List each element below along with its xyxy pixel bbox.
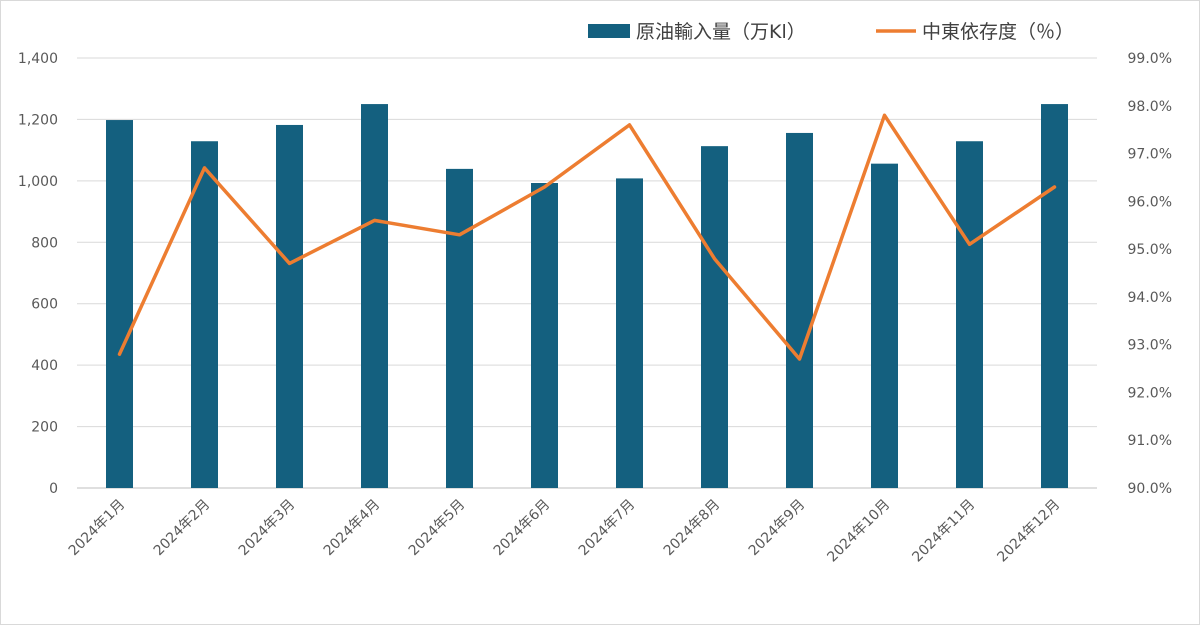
y-left-tick-label: 0 bbox=[49, 481, 58, 497]
legend: 原油輸入量（万Kl） 中東依存度（％） bbox=[588, 21, 1074, 43]
gridlines bbox=[77, 57, 1097, 489]
bar bbox=[871, 163, 898, 488]
bar bbox=[786, 132, 813, 488]
y-left-tick-label: 600 bbox=[31, 297, 58, 313]
line-point bbox=[458, 233, 461, 237]
y-left-tick-label: 800 bbox=[31, 235, 58, 251]
line-point bbox=[1053, 185, 1056, 189]
line-point bbox=[883, 113, 886, 117]
y-right-tick-label: 99.0% bbox=[1128, 51, 1172, 67]
bar bbox=[531, 183, 558, 488]
y-right-tick-label: 91.0% bbox=[1128, 433, 1172, 449]
line-series-path bbox=[117, 113, 1057, 361]
line-point bbox=[288, 261, 291, 265]
legend-label-line: 中東依存度（％） bbox=[922, 21, 1074, 43]
y-right-tick-label: 98.0% bbox=[1128, 99, 1172, 115]
bar bbox=[1041, 104, 1068, 489]
y-right-tick-label: 94.0% bbox=[1128, 290, 1172, 306]
bar bbox=[276, 124, 303, 488]
y-left-tick-label: 1,400 bbox=[18, 51, 58, 67]
y-right-tick-label: 93.0% bbox=[1128, 338, 1172, 354]
y-left-tick-label: 200 bbox=[31, 420, 58, 436]
y-left-tick-label: 1,000 bbox=[18, 174, 58, 190]
y-left-tick-label: 400 bbox=[31, 358, 58, 374]
y-right-tick-label: 96.0% bbox=[1128, 194, 1172, 210]
right-axis: 90.0% 91.0% 92.0% 93.0% 94.0% 95.0% 96.0% 97.0%… bbox=[1128, 51, 1172, 497]
bar bbox=[106, 120, 133, 489]
bar bbox=[191, 141, 218, 488]
line-point bbox=[373, 218, 376, 222]
left-axis: 0 200 400 600 800 1,000 1,200 1,400 bbox=[18, 51, 58, 497]
bar bbox=[701, 146, 728, 488]
line-point bbox=[713, 257, 716, 261]
y-right-tick-label: 92.0% bbox=[1128, 385, 1172, 401]
bar bbox=[361, 104, 388, 489]
line-point bbox=[118, 352, 121, 356]
y-right-tick-label: 90.0% bbox=[1128, 481, 1172, 497]
y-right-tick-label: 95.0% bbox=[1128, 242, 1172, 258]
line-point bbox=[798, 357, 801, 361]
y-right-tick-label: 97.0% bbox=[1128, 147, 1172, 163]
bar bbox=[446, 168, 473, 488]
line-point bbox=[628, 123, 631, 127]
line-point bbox=[203, 166, 206, 170]
legend-swatch-bar bbox=[588, 24, 630, 38]
line-series bbox=[117, 113, 1057, 361]
legend-label-bar: 原油輸入量（万Kl） bbox=[636, 21, 806, 43]
bar-series bbox=[106, 104, 1068, 489]
line-point bbox=[968, 242, 971, 246]
bar bbox=[956, 141, 983, 488]
line-point bbox=[543, 185, 546, 189]
bar bbox=[616, 178, 643, 488]
y-left-tick-label: 1,200 bbox=[18, 112, 58, 128]
